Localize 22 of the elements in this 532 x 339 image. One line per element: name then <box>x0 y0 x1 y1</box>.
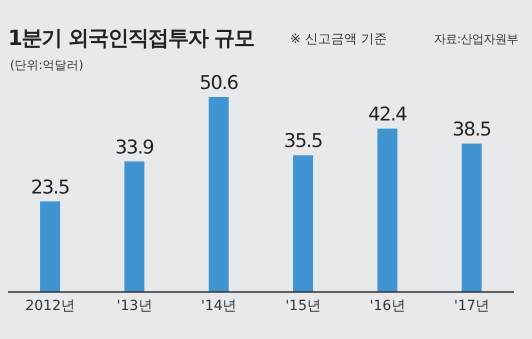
x-tick-label: '13년 <box>116 298 152 314</box>
bar <box>124 161 144 292</box>
data-label: 33.9 <box>115 136 154 158</box>
bar <box>377 128 398 292</box>
chart-title: 1분기 외국인직접투자 규모 <box>8 25 254 52</box>
x-tick-label: '15년 <box>285 298 322 314</box>
chart-subtitle: ※ 신고금액 기준 <box>290 31 388 48</box>
data-label: 42.4 <box>368 104 408 126</box>
bar <box>40 201 60 292</box>
data-label: 23.5 <box>30 176 70 198</box>
text: 자료:산업자원부 <box>434 31 518 48</box>
data-label: 50.6 <box>200 72 238 94</box>
y-axis-title: (단위:억달러) <box>10 57 84 74</box>
x-tick-label: 2012년 <box>25 298 75 314</box>
x-tick-label: '17년 <box>454 298 490 314</box>
data-label: 35.5 <box>284 130 322 152</box>
x-tick-label: '16년 <box>370 298 406 314</box>
bar <box>208 97 229 292</box>
bar <box>462 144 482 292</box>
data-label: 38.5 <box>452 118 491 141</box>
x-tick-label: '14년 <box>200 298 237 314</box>
bar <box>293 155 314 292</box>
